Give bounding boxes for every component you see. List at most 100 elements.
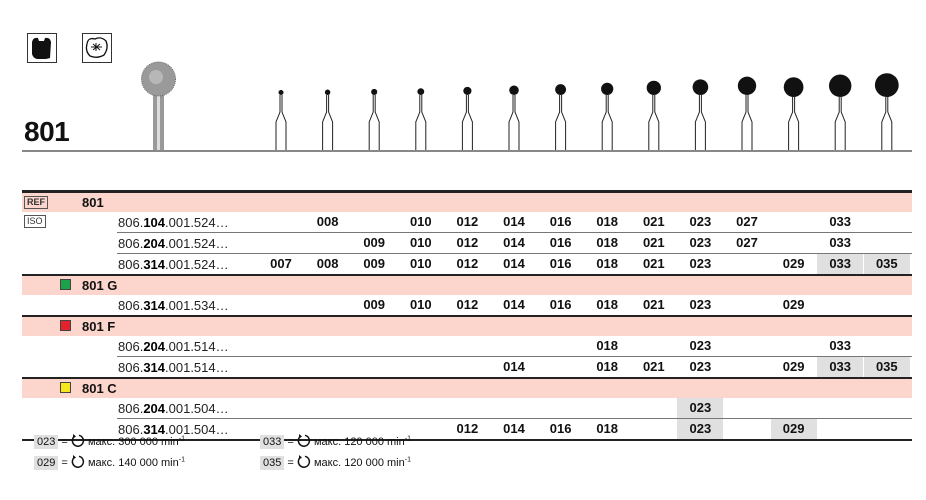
group-label: 801 F [82,319,116,334]
size-cell [398,357,444,377]
bur-018 [601,82,614,150]
speed-text: макс. 120 000 min [313,436,405,448]
size-cell [444,398,490,418]
size-cell [724,398,770,418]
size-cell: 009 [363,256,386,271]
size-cell: 029 [782,297,805,312]
size-cell: 029 [782,359,805,374]
size-cell: 018 [596,359,619,374]
table-row: 806.314.001.504… 012 014 016 018 023 029 [22,419,912,441]
iso-tag: ISO [24,215,46,228]
size-cell: 016 [549,256,572,271]
size-cell [305,398,351,418]
size-code: 035 [260,456,285,470]
group-header: 801 G [22,274,912,295]
size-cell: 023 [689,256,712,271]
size-cell [724,336,770,356]
size-cell [351,212,397,232]
size-cell [771,212,817,232]
ref-tag: REF [24,196,48,209]
size-cell [724,419,770,439]
size-cell [351,398,397,418]
ref-number: 806.314.001.524… [118,257,229,272]
table-row: 806.204.001.524… 009 010 012 014 016 018 021 023… [117,233,912,254]
size-cell: 033 [829,235,852,250]
grit-color-swatch [60,382,71,393]
legend-item: 033 = макс. 120 000 min-1 [260,434,411,450]
size-cell [817,398,863,418]
size-cell: 021 [642,359,665,374]
size-cell: 029 [782,256,805,271]
size-cell [258,295,304,315]
unit-exponent: -1 [178,456,185,464]
table-row: 806.204.001.504… 023 [117,398,912,419]
size-cell [491,336,537,356]
size-cell: 014 [503,256,525,271]
size-cell: 012 [456,235,479,250]
size-cell: 012 [456,256,479,271]
size-cell: 033 [829,214,852,229]
size-cell [864,336,910,356]
unit-exponent: -1 [178,435,185,443]
ref-number: 806.204.001.514… [118,339,229,354]
size-cell: 033 [817,357,864,377]
table-row: ISO 806.104.001.524… 008 010 012 014 016 018 021… [24,212,912,233]
speed-text: макс. 120 000 min [313,457,405,469]
table-row: 806.314.001.524… 007 008 009 010 012 014 016 018… [22,254,912,274]
size-cell: 014 [503,297,525,312]
size-cell: 018 [596,235,619,250]
table-row: 806.314.001.514… 014 018 021 023 029 033 035 [22,357,912,377]
size-cell: 023 [677,419,724,439]
size-cell: 023 [677,398,724,418]
group-header: REF 801 [22,190,912,212]
size-cell [724,357,770,377]
size-cell: 021 [642,214,665,229]
size-cell [864,295,910,315]
size-cell: 029 [770,419,817,439]
legend-item: 029 = макс. 140 000 min-1 [34,455,185,471]
grit-color-swatch [60,320,71,331]
size-cell [584,398,630,418]
size-cell: 010 [409,214,432,229]
size-cell [864,233,910,253]
bur-008 [322,89,334,150]
size-cell [398,336,444,356]
size-cell: 010 [409,235,432,250]
speed-text: макс. 140 000 min [87,457,179,469]
size-cell [771,336,817,356]
group-label: 801 G [82,278,118,293]
size-cell: 023 [689,214,712,229]
speed-text: макс. 300 000 min [87,436,179,448]
size-cell [305,295,351,315]
bur-009 [368,88,380,150]
size-cell [305,336,351,356]
size-cell [351,336,397,356]
size-cell: 027 [736,214,758,229]
bur-035 [874,73,899,150]
size-cell: 023 [689,359,712,374]
size-cell: 021 [642,256,665,271]
group-label: 801 [82,195,104,210]
ref-number: 806.314.001.504… [118,422,229,437]
size-cell [771,233,817,253]
size-cell: 035 [863,254,910,274]
divider [22,150,912,152]
occlusal-surface-icon [82,33,112,63]
unit-exponent: -1 [404,435,411,443]
legend-item: 023 = макс. 300 000 min-1 [34,434,185,450]
size-cell [258,398,304,418]
bur-023 [692,79,709,150]
size-cell [817,295,863,315]
table-row: 806.204.001.514… 018 023 033 [117,336,912,357]
ref-number: 806.314.001.514… [118,360,229,375]
size-cell [538,357,584,377]
bur-illustrations [141,61,899,150]
product-number-title: 801 [24,116,70,147]
size-cell: 012 [456,421,479,436]
size-cell [351,357,397,377]
size-cell [258,233,304,253]
size-cell: 018 [596,256,619,271]
rotation-icon [297,455,311,468]
unit-exponent: -1 [404,456,411,464]
